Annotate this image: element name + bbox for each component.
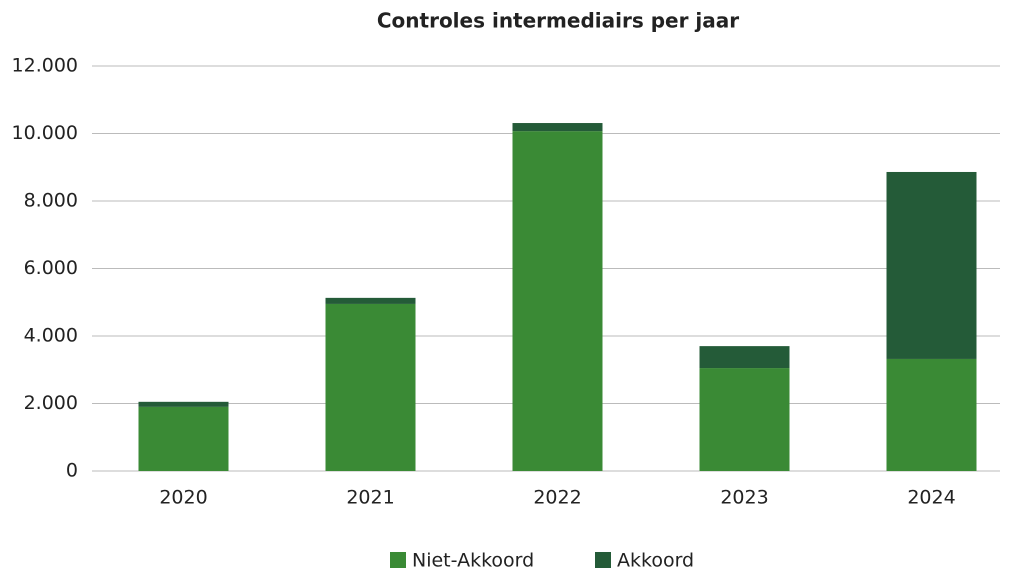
bar-segment [325, 303, 416, 471]
y-tick-label: 4.000 [24, 325, 78, 347]
x-tick-label: 2021 [346, 487, 394, 509]
bar-segment [325, 297, 416, 304]
y-tick-label: 0 [66, 460, 78, 482]
x-tick-label: 2020 [159, 487, 207, 509]
y-tick-label: 8.000 [24, 190, 78, 212]
bar-segment [699, 368, 790, 471]
bar-segment [512, 131, 603, 471]
bar-segment [512, 123, 603, 132]
y-tick-label: 2.000 [24, 392, 78, 414]
bar-segment [138, 401, 229, 407]
bar-segment [699, 346, 790, 369]
bar-segment [886, 358, 977, 471]
x-tick-label: 2024 [907, 487, 955, 509]
y-tick-label: 6.000 [24, 257, 78, 279]
y-tick-label: 10.000 [12, 122, 78, 144]
bar-segment [138, 406, 229, 471]
x-tick-label: 2022 [533, 487, 581, 509]
y-tick-label: 12.000 [12, 55, 78, 77]
legend-label: Akkoord [617, 550, 694, 570]
legend-swatch [595, 552, 611, 568]
bar-segment [886, 171, 977, 359]
x-tick-label: 2023 [720, 487, 768, 509]
chart-title: Controles intermediairs per jaar [377, 9, 739, 33]
legend-label: Niet-Akkoord [412, 550, 534, 570]
legend-swatch [390, 552, 406, 568]
